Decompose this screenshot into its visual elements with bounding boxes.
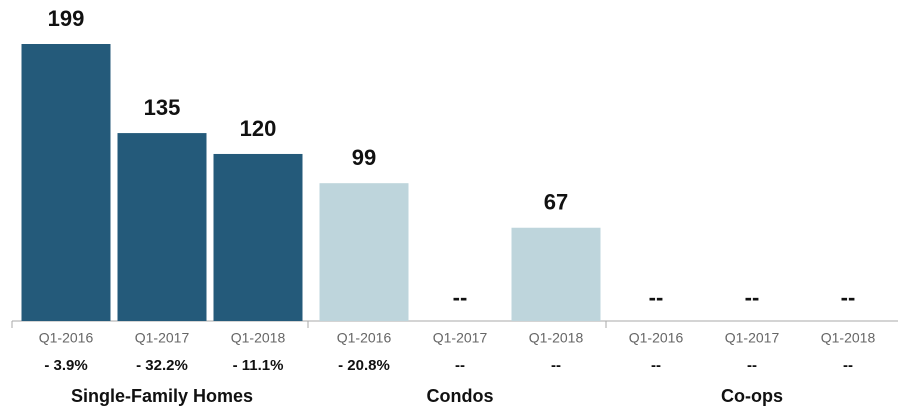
change-label: -- xyxy=(843,357,853,374)
value-label: -- xyxy=(745,285,760,310)
x-tick-label: Q1-2017 xyxy=(433,330,488,346)
change-label: - 11.1% xyxy=(233,357,284,374)
change-label: -- xyxy=(651,357,661,374)
x-tick-label: Q1-2016 xyxy=(39,330,94,346)
change-label: - 3.9% xyxy=(44,357,87,374)
x-tick-label: Q1-2017 xyxy=(135,330,190,346)
bar xyxy=(21,44,111,321)
change-label: -- xyxy=(455,357,465,374)
change-label: - 20.8% xyxy=(338,357,390,374)
value-label: -- xyxy=(649,285,664,310)
x-tick-label: Q1-2016 xyxy=(629,330,684,346)
value-label: 135 xyxy=(144,95,181,120)
group-label: Single-Family Homes xyxy=(71,386,253,406)
group-label: Co-ops xyxy=(721,386,783,406)
value-label: 67 xyxy=(544,190,568,215)
x-tick-label: Q1-2016 xyxy=(337,330,392,346)
x-tick-label: Q1-2017 xyxy=(725,330,780,346)
value-label: 199 xyxy=(48,6,85,31)
bar xyxy=(511,227,601,321)
value-label: -- xyxy=(841,285,856,310)
change-label: -- xyxy=(551,357,561,374)
value-label: 99 xyxy=(352,145,376,170)
x-tick-label: Q1-2018 xyxy=(529,330,584,346)
bar xyxy=(319,183,409,321)
value-label: 120 xyxy=(240,116,277,141)
group-label: Condos xyxy=(427,386,494,406)
x-tick-label: Q1-2018 xyxy=(231,330,286,346)
change-label: -- xyxy=(747,357,757,374)
bar xyxy=(117,133,207,321)
x-tick-label: Q1-2018 xyxy=(821,330,876,346)
value-label: -- xyxy=(453,285,468,310)
bar xyxy=(213,153,303,321)
change-label: - 32.2% xyxy=(136,357,188,374)
